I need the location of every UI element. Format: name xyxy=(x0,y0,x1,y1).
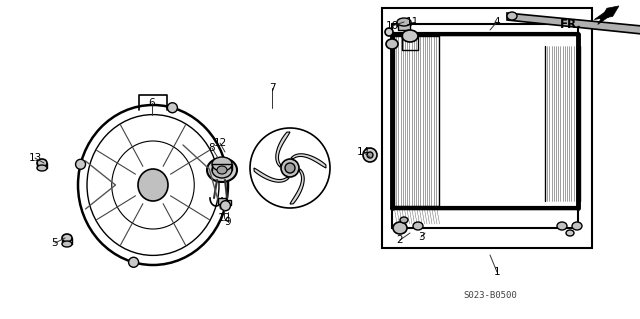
Ellipse shape xyxy=(212,157,232,171)
Ellipse shape xyxy=(112,141,195,229)
Polygon shape xyxy=(595,6,619,25)
Ellipse shape xyxy=(168,103,177,113)
Ellipse shape xyxy=(285,163,295,173)
Ellipse shape xyxy=(62,241,72,247)
Polygon shape xyxy=(291,154,326,168)
Ellipse shape xyxy=(87,115,219,256)
Ellipse shape xyxy=(207,158,237,182)
Ellipse shape xyxy=(402,30,418,42)
Text: 9: 9 xyxy=(225,217,231,227)
Ellipse shape xyxy=(367,152,373,158)
Text: S023-B0500: S023-B0500 xyxy=(463,291,517,300)
Polygon shape xyxy=(290,169,304,204)
Ellipse shape xyxy=(393,222,407,234)
Ellipse shape xyxy=(566,230,574,236)
Ellipse shape xyxy=(385,28,393,36)
Ellipse shape xyxy=(507,12,517,20)
Text: 10: 10 xyxy=(385,21,399,31)
Ellipse shape xyxy=(386,39,398,49)
Ellipse shape xyxy=(397,18,411,26)
Ellipse shape xyxy=(397,19,411,29)
Text: 8: 8 xyxy=(209,143,215,153)
Ellipse shape xyxy=(363,148,377,162)
Ellipse shape xyxy=(62,234,72,242)
Text: 5: 5 xyxy=(52,238,58,248)
Text: 11: 11 xyxy=(405,17,419,27)
Text: 6: 6 xyxy=(148,98,156,108)
Ellipse shape xyxy=(281,159,299,177)
Ellipse shape xyxy=(37,159,47,167)
Bar xyxy=(398,22,410,30)
Ellipse shape xyxy=(212,162,232,178)
Text: FR.: FR. xyxy=(560,19,582,32)
Text: 4: 4 xyxy=(493,17,500,27)
Polygon shape xyxy=(507,13,640,34)
Text: 12: 12 xyxy=(218,213,230,223)
Polygon shape xyxy=(254,168,289,182)
Polygon shape xyxy=(276,132,290,167)
Text: 14: 14 xyxy=(356,147,370,157)
Text: 2: 2 xyxy=(397,235,403,245)
Text: 3: 3 xyxy=(418,232,424,242)
Bar xyxy=(225,200,231,205)
Text: 1: 1 xyxy=(493,267,500,277)
Text: 13: 13 xyxy=(28,153,42,163)
Ellipse shape xyxy=(572,222,582,230)
Ellipse shape xyxy=(129,257,139,267)
Ellipse shape xyxy=(78,105,228,265)
Ellipse shape xyxy=(138,169,168,201)
Ellipse shape xyxy=(37,165,47,171)
Ellipse shape xyxy=(220,201,230,211)
Ellipse shape xyxy=(217,166,227,174)
Bar xyxy=(382,8,592,248)
Ellipse shape xyxy=(400,217,408,223)
Ellipse shape xyxy=(413,222,423,230)
Ellipse shape xyxy=(557,222,567,230)
Bar xyxy=(218,198,226,204)
Text: 12: 12 xyxy=(213,138,227,148)
Ellipse shape xyxy=(76,159,86,169)
Text: 7: 7 xyxy=(269,83,275,93)
